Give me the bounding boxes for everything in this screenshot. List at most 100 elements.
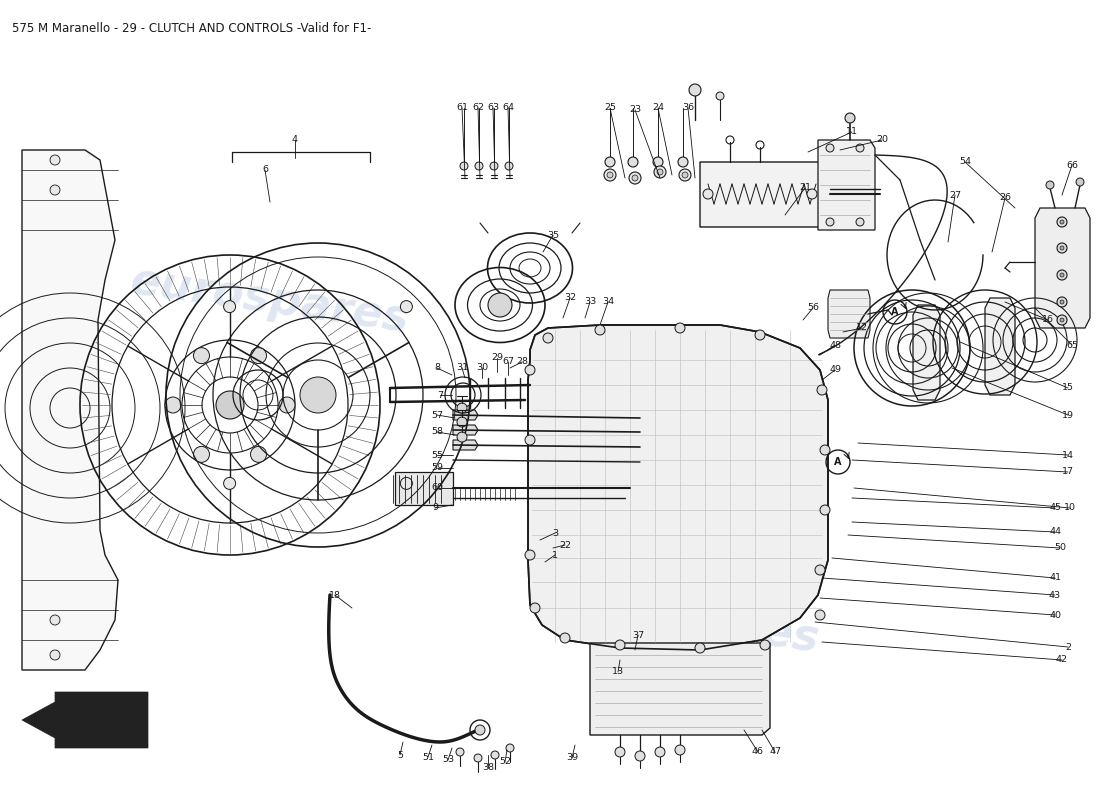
Text: 43: 43 (1049, 590, 1061, 599)
Circle shape (845, 113, 855, 123)
Text: 45: 45 (1049, 503, 1061, 513)
Text: 55: 55 (431, 450, 443, 459)
Polygon shape (1035, 208, 1090, 328)
Text: 24: 24 (652, 103, 664, 113)
Text: 22: 22 (559, 541, 571, 550)
Text: 67: 67 (502, 358, 514, 366)
Text: 28: 28 (516, 358, 528, 366)
Text: 63: 63 (487, 103, 499, 113)
Text: 54: 54 (959, 158, 971, 166)
Text: 5: 5 (397, 750, 403, 759)
Circle shape (826, 218, 834, 226)
Circle shape (807, 189, 817, 199)
Text: A: A (834, 457, 842, 467)
Text: 31: 31 (455, 363, 469, 373)
Circle shape (488, 293, 512, 317)
Text: 37: 37 (631, 630, 645, 639)
Polygon shape (22, 692, 148, 748)
Circle shape (755, 330, 764, 340)
Circle shape (628, 157, 638, 167)
Circle shape (820, 505, 830, 515)
Circle shape (490, 162, 498, 170)
Circle shape (50, 155, 60, 165)
Circle shape (654, 166, 666, 178)
Text: 47: 47 (769, 747, 781, 757)
Text: 20: 20 (876, 135, 888, 145)
Circle shape (856, 144, 864, 152)
Text: 66: 66 (1066, 161, 1078, 170)
Polygon shape (395, 472, 453, 505)
Circle shape (615, 747, 625, 757)
Circle shape (50, 185, 60, 195)
Circle shape (456, 432, 468, 442)
Text: 40: 40 (1049, 610, 1061, 619)
Text: 26: 26 (999, 194, 1011, 202)
Text: 9: 9 (432, 503, 438, 513)
Text: 18: 18 (329, 590, 341, 599)
Text: 62: 62 (472, 103, 484, 113)
Circle shape (50, 615, 60, 625)
Circle shape (1060, 300, 1064, 304)
Text: 36: 36 (682, 103, 694, 113)
Circle shape (820, 445, 830, 455)
Circle shape (817, 385, 827, 395)
Circle shape (632, 175, 638, 181)
Circle shape (475, 725, 485, 735)
Circle shape (165, 397, 182, 413)
Circle shape (223, 478, 235, 490)
Circle shape (1057, 270, 1067, 280)
Circle shape (560, 633, 570, 643)
Text: 38: 38 (482, 763, 494, 773)
Text: A: A (891, 307, 899, 317)
Text: 35: 35 (547, 230, 559, 239)
Circle shape (629, 172, 641, 184)
Text: 23: 23 (629, 106, 641, 114)
Circle shape (635, 751, 645, 761)
Circle shape (1060, 273, 1064, 277)
Circle shape (474, 754, 482, 762)
Text: 60: 60 (431, 483, 443, 493)
Text: 15: 15 (1062, 383, 1074, 393)
Circle shape (506, 744, 514, 752)
Text: 48: 48 (829, 341, 842, 350)
Circle shape (654, 747, 666, 757)
Circle shape (456, 748, 464, 756)
Circle shape (300, 377, 336, 413)
Circle shape (675, 323, 685, 333)
Circle shape (456, 403, 468, 413)
Polygon shape (818, 140, 874, 230)
Text: 61: 61 (456, 103, 468, 113)
Circle shape (475, 162, 483, 170)
Text: 11: 11 (846, 127, 858, 137)
Text: 50: 50 (1054, 543, 1066, 553)
Circle shape (653, 157, 663, 167)
Circle shape (194, 446, 209, 462)
Circle shape (460, 162, 467, 170)
Circle shape (279, 397, 295, 413)
Text: 57: 57 (431, 410, 443, 419)
Text: 21: 21 (799, 183, 811, 193)
Circle shape (607, 172, 613, 178)
Text: 64: 64 (502, 103, 514, 113)
Text: 27: 27 (949, 190, 961, 199)
Text: 8: 8 (434, 363, 440, 373)
Text: eurospares: eurospares (538, 579, 823, 661)
Circle shape (703, 189, 713, 199)
Circle shape (216, 391, 244, 419)
Circle shape (400, 478, 412, 490)
Circle shape (615, 640, 625, 650)
Circle shape (525, 550, 535, 560)
Circle shape (525, 435, 535, 445)
Circle shape (605, 157, 615, 167)
Circle shape (675, 745, 685, 755)
Circle shape (1060, 318, 1064, 322)
Circle shape (678, 157, 688, 167)
Polygon shape (528, 325, 828, 650)
Text: 49: 49 (829, 366, 842, 374)
Text: 12: 12 (856, 323, 868, 333)
Circle shape (223, 301, 235, 313)
Text: 575 M Maranello - 29 - CLUTCH AND CONTROLS -Valid for F1-: 575 M Maranello - 29 - CLUTCH AND CONTRO… (12, 22, 372, 35)
Text: 6: 6 (262, 166, 268, 174)
Text: 25: 25 (604, 103, 616, 113)
Polygon shape (453, 425, 478, 435)
